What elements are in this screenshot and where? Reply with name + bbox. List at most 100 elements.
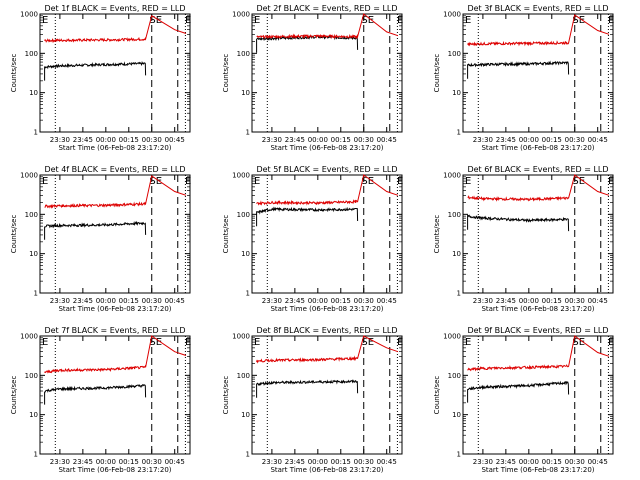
x-tick-label: 00:00	[308, 297, 328, 305]
panel-title: Det 3f BLACK = Events, RED = LLD	[467, 4, 608, 13]
x-tick-label: 23:30	[50, 458, 70, 466]
x-tick-label: 00:15	[542, 297, 562, 305]
x-tick-label: 23:30	[473, 297, 493, 305]
plot-frame	[251, 335, 403, 455]
plot-frame	[462, 335, 614, 455]
plot-frame	[251, 174, 403, 294]
lld-series-line	[44, 15, 187, 43]
flag-e: E	[397, 15, 403, 26]
lld-series-line	[467, 174, 610, 202]
x-tick-label: 00:45	[165, 297, 185, 305]
x-tick-label: 00:45	[165, 458, 185, 466]
y-tick-label: 1000	[232, 11, 250, 19]
plot-frame	[39, 13, 191, 133]
panel-title: Det 7f BLACK = Events, RED = LLD	[44, 326, 185, 335]
events-series-line	[467, 214, 570, 232]
flag-e: E	[608, 337, 614, 348]
x-tick-label: 00:30	[565, 458, 585, 466]
x-axis-label: Start Time (06-Feb-08 23:17:20)	[270, 305, 383, 313]
flag-se: SE	[361, 337, 374, 348]
flag-se: SE	[572, 15, 585, 26]
y-tick-label: 100	[237, 50, 250, 58]
x-tick-label: 00:45	[588, 458, 608, 466]
x-tick-label: 00:15	[331, 136, 351, 144]
x-axis-label: Start Time (06-Feb-08 23:17:20)	[270, 466, 383, 474]
y-tick-label: 10	[452, 89, 461, 97]
panel-title: Det 8f BLACK = Events, RED = LLD	[256, 326, 397, 335]
events-series-line	[467, 60, 570, 79]
events-series-line	[467, 380, 570, 403]
panel-title: Det 2f BLACK = Events, RED = LLD	[256, 4, 397, 13]
y-tick-label: 10	[29, 250, 38, 258]
y-tick-label: 1000	[443, 333, 461, 341]
flag-e: E	[254, 15, 260, 26]
events-series-line	[44, 61, 147, 81]
plot-frame	[251, 13, 403, 133]
x-tick-label: 23:45	[73, 297, 93, 305]
x-tick-label: 23:45	[285, 297, 305, 305]
x-tick-label: 23:30	[473, 458, 493, 466]
x-tick-label: 00:15	[331, 297, 351, 305]
detector-panel-4: Det 4f BLACK = Events, RED = LLD 1 10 100 10…	[10, 165, 191, 313]
y-tick-label: 1	[457, 451, 461, 459]
flag-e: E	[185, 337, 191, 348]
y-tick-label: 1	[457, 129, 461, 137]
lld-series-line	[467, 14, 610, 47]
x-tick-label: 00:30	[354, 297, 374, 305]
y-tick-label: 1	[34, 451, 38, 459]
detector-panel-3: Det 3f BLACK = Events, RED = LLD 1 10 100 10…	[433, 4, 614, 152]
detector-panel-7: Det 7f BLACK = Events, RED = LLD 1 10 100 10…	[10, 326, 191, 474]
x-tick-label: 00:00	[308, 136, 328, 144]
lld-series-line	[467, 335, 610, 372]
x-tick-label: 00:15	[331, 458, 351, 466]
x-axis-label: Start Time (06-Feb-08 23:17:20)	[270, 144, 383, 152]
x-tick-label: 00:45	[588, 297, 608, 305]
y-tick-label: 10	[241, 250, 250, 258]
flag-se: SE	[572, 176, 585, 187]
x-tick-label: 00:00	[519, 136, 539, 144]
y-tick-label: 1000	[443, 11, 461, 19]
y-axis-label: Counts/sec	[222, 215, 230, 254]
detector-panel-1: Det 1f BLACK = Events, RED = LLD 1 10 100 10…	[10, 4, 191, 152]
x-tick-label: 23:45	[73, 458, 93, 466]
detector-panel-6: Det 6f BLACK = Events, RED = LLD 1 10 100 10…	[433, 165, 614, 313]
x-tick-label: 00:15	[119, 136, 139, 144]
x-axis-label: Start Time (06-Feb-08 23:17:20)	[481, 466, 594, 474]
flag-se: SE	[149, 337, 162, 348]
flag-e: E	[397, 337, 403, 348]
x-tick-label: 00:00	[96, 458, 116, 466]
y-axis-label: Counts/sec	[433, 54, 441, 93]
y-tick-label: 10	[241, 89, 250, 97]
x-tick-label: 23:30	[50, 136, 70, 144]
x-tick-label: 00:00	[519, 297, 539, 305]
events-series-line	[44, 384, 147, 405]
y-tick-label: 1000	[20, 333, 38, 341]
flag-e: E	[608, 176, 614, 187]
y-tick-label: 1	[246, 451, 250, 459]
flag-e: E	[397, 176, 403, 187]
events-series-line	[256, 34, 359, 53]
x-tick-label: 00:45	[588, 136, 608, 144]
x-tick-label: 00:00	[519, 458, 539, 466]
x-tick-label: 00:30	[142, 297, 162, 305]
x-tick-label: 00:00	[96, 136, 116, 144]
x-tick-label: 23:45	[285, 458, 305, 466]
x-tick-label: 00:30	[142, 458, 162, 466]
flag-se: SE	[361, 15, 374, 26]
lld-series-line	[44, 335, 187, 374]
x-tick-label: 23:45	[285, 136, 305, 144]
x-tick-label: 23:45	[496, 297, 516, 305]
flag-e: E	[465, 176, 471, 187]
x-tick-label: 00:30	[354, 458, 374, 466]
plot-frame	[462, 174, 614, 294]
events-series-line	[256, 206, 359, 227]
panel-title: Det 1f BLACK = Events, RED = LLD	[44, 4, 185, 13]
x-tick-label: 00:30	[565, 297, 585, 305]
y-tick-label: 10	[452, 411, 461, 419]
flag-se: SE	[149, 176, 162, 187]
y-tick-label: 1000	[232, 333, 250, 341]
x-tick-label: 00:45	[377, 136, 397, 144]
y-axis-label: Counts/sec	[10, 215, 18, 254]
y-axis-label: Counts/sec	[222, 376, 230, 415]
